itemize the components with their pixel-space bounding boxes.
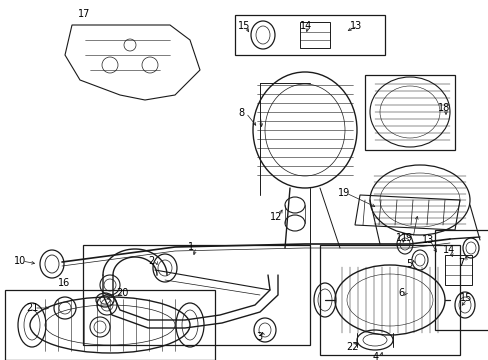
- Text: 1: 1: [187, 242, 194, 252]
- Text: 17: 17: [78, 9, 90, 19]
- Text: 14: 14: [442, 245, 454, 255]
- Text: 15: 15: [459, 293, 471, 303]
- Text: 7: 7: [457, 258, 463, 268]
- Text: 5: 5: [405, 259, 411, 269]
- Text: 18: 18: [437, 103, 449, 113]
- Text: 4: 4: [372, 352, 378, 360]
- Text: 19: 19: [337, 188, 349, 198]
- Text: 10: 10: [14, 256, 26, 266]
- Text: 20: 20: [116, 288, 128, 298]
- Bar: [5, 290, 215, 360]
- Text: 12: 12: [269, 212, 282, 222]
- Text: 13: 13: [421, 235, 433, 245]
- Text: 22: 22: [346, 342, 358, 352]
- Text: 2: 2: [148, 256, 154, 266]
- Bar: [364, 75, 454, 150]
- Text: 11: 11: [395, 233, 407, 243]
- Bar: [83, 245, 309, 345]
- Bar: [299, 22, 329, 48]
- Text: 21: 21: [26, 303, 38, 313]
- Text: 16: 16: [58, 278, 70, 288]
- Bar: [235, 15, 384, 55]
- Text: 15: 15: [238, 21, 250, 31]
- Bar: [444, 255, 471, 285]
- Text: 9: 9: [404, 233, 410, 243]
- Text: 14: 14: [299, 21, 312, 31]
- Text: 8: 8: [238, 108, 244, 118]
- Text: 3: 3: [256, 332, 262, 342]
- Bar: [319, 245, 459, 355]
- Text: 13: 13: [349, 21, 362, 31]
- Text: 6: 6: [397, 288, 403, 298]
- Bar: [434, 230, 488, 330]
